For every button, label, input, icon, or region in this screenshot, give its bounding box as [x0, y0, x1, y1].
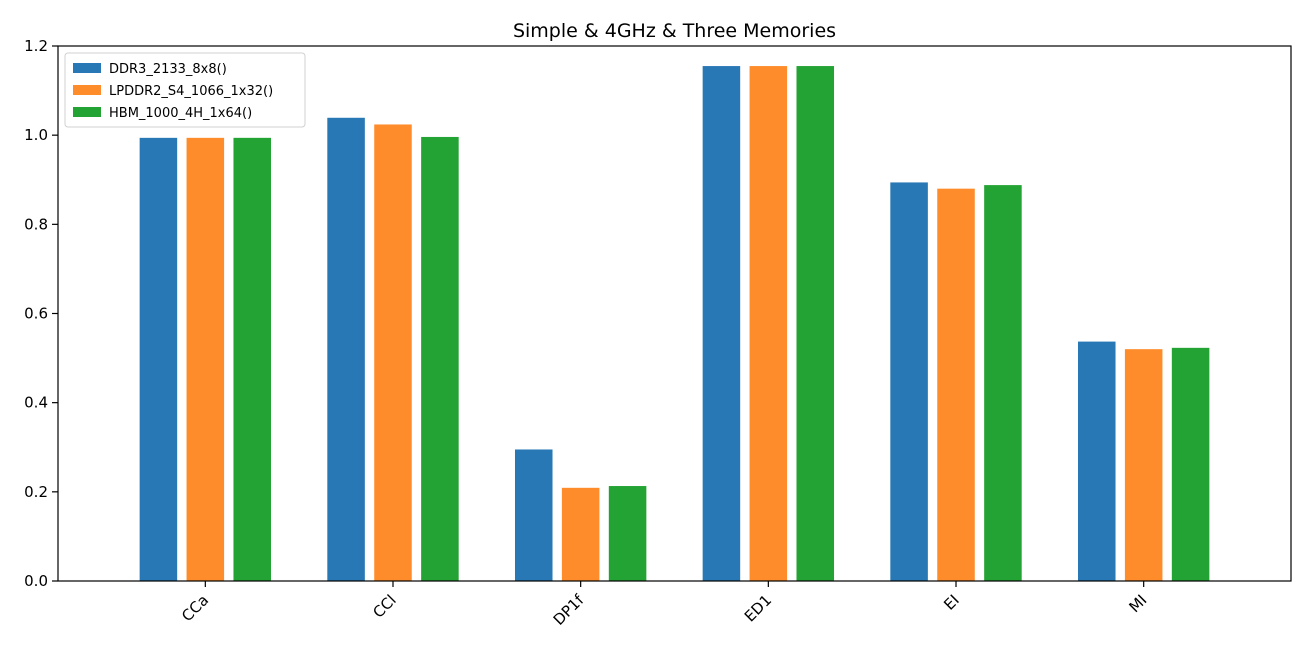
x-tick-label-mi: MI — [1125, 591, 1150, 616]
bar-ccl-series-3 — [421, 136, 459, 581]
bar-mi-series-3 — [1171, 347, 1210, 581]
legend-label: LPDDR2_S4_1066_1x32() — [109, 84, 273, 99]
bar-dp1f-series-3 — [608, 486, 647, 581]
bar-dp1f-series-1 — [514, 449, 553, 581]
y-tick-label: 1.0 — [24, 126, 48, 144]
x-axis: CCa CCl DP1f ED1 EI MI — [178, 581, 1151, 629]
x-tick-label-cca: CCa — [178, 591, 212, 625]
legend-box — [64, 52, 306, 128]
bar-ed1-series-2 — [749, 66, 788, 581]
bar-cca-series-1 — [139, 137, 178, 581]
legend: DDR3_2133_8x8() LPDDR2_S4_1066_1x32() HBM_… — [64, 52, 306, 128]
chart-title: Simple & 4GHz & Three Memories — [513, 20, 836, 42]
bar-cca-series-3 — [233, 137, 272, 581]
y-tick-label: 1.2 — [24, 37, 48, 55]
legend-label: DDR3_2133_8x8() — [109, 62, 227, 77]
y-tick-label: 0.4 — [24, 394, 48, 412]
bar-mi-series-2 — [1124, 349, 1163, 581]
legend-swatch — [73, 107, 101, 117]
plot-frame — [57, 45, 1292, 582]
y-tick-label: 0.6 — [24, 305, 48, 323]
bar-ei-series-1 — [890, 182, 928, 582]
y-tick-label: 0.2 — [24, 483, 48, 501]
bar-ed1-series-1 — [702, 66, 741, 581]
x-tick-label-dp1f: DP1f — [550, 591, 588, 629]
x-tick-label-ed1: ED1 — [741, 591, 775, 625]
bar-mi-series-1 — [1077, 341, 1116, 581]
bar-ei-series-2 — [937, 188, 975, 581]
legend-label: HBM_1000_4H_1x64() — [109, 106, 252, 121]
bar-dp1f-series-2 — [561, 487, 600, 581]
x-tick-label-ei: EI — [940, 591, 963, 614]
bar-ccl-series-2 — [374, 124, 412, 581]
bars-group — [139, 66, 1210, 582]
bar-ccl-series-1 — [327, 117, 365, 581]
y-tick-label: 0.8 — [24, 215, 48, 233]
y-tick-label: 0.0 — [24, 572, 48, 590]
x-tick-label-ccl: CCl — [369, 591, 399, 621]
bar-cca-series-2 — [186, 137, 225, 581]
bar-ei-series-3 — [984, 185, 1022, 581]
legend-swatch — [73, 63, 101, 73]
legend-swatch — [73, 85, 101, 95]
bar-ed1-series-3 — [796, 66, 835, 581]
y-axis: 0.0 0.2 0.4 0.6 0.8 1.0 1.2 — [24, 37, 58, 590]
